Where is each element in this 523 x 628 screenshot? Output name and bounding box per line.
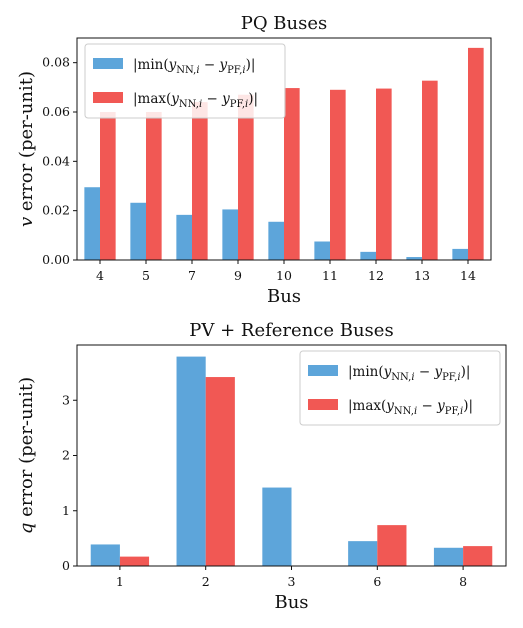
chart-0-legend: |min(yNN,i − yPF,i)| |max(yNN,i − yPF,i)|: [84, 43, 286, 119]
chart-1-ytick-label-1: 1: [62, 503, 70, 518]
chart-1-legend-box: [299, 350, 501, 426]
chart-0-bar-min-bus-11: [314, 241, 330, 260]
chart-1-bar-min-bus-1: [90, 544, 120, 566]
chart-1-bar-max-bus-8: [463, 546, 493, 566]
chart-0-ylabel: v error (per-unit): [16, 71, 37, 227]
chart-0-ytick-label-2: 0.04: [42, 153, 70, 168]
chart-0-xtick-label-13: 13: [414, 268, 430, 283]
chart-1-legend: |min(yNN,i − yPF,i)| |max(yNN,i − yPF,i)|: [299, 350, 501, 426]
legend-entry-max: |max(yNN,i − yPF,i)|: [308, 398, 473, 417]
legend-label-max: |max(yNN,i − yPF,i)|: [133, 91, 258, 110]
chart-1-bar-min-bus-2: [176, 356, 206, 566]
chart-1-ytick-label-0: 0: [62, 558, 70, 573]
chart-0-xtick-label-7: 7: [188, 268, 196, 283]
chart-0-bar-max-bus-4: [100, 112, 116, 260]
chart-0-bar-max-bus-14: [468, 47, 484, 261]
chart-0-ytick-label-4: 0.08: [42, 55, 70, 70]
chart-0-bar-min-bus-5: [130, 202, 146, 260]
chart-0-bar-max-bus-11: [330, 89, 346, 260]
pq-buses-chart: PQ Buses 0.00 0.02 0.04 0.06 0.08 4 5 7 9 10 11 12 13…: [16, 13, 492, 307]
chart-0-xtick-label-14: 14: [460, 268, 476, 283]
chart-1-ytick-label-3: 3: [62, 392, 70, 407]
chart-0-bar-min-bus-12: [360, 251, 376, 260]
pv-reference-buses-chart: PV + Reference Buses 0 1 2 3 1 2 3 6 8 Bus q error …: [16, 320, 507, 613]
chart-1-xtick-label-8: 8: [459, 574, 467, 589]
chart-1-bar-min-bus-6: [348, 541, 378, 566]
chart-0-xtick-label-4: 4: [96, 268, 104, 283]
chart-1-title: PV + Reference Buses: [189, 320, 393, 341]
chart-0-bar-max-bus-10: [284, 88, 300, 260]
chart-0-xtick-label-11: 11: [322, 268, 338, 283]
chart-0-bar-max-bus-5: [146, 112, 162, 260]
chart-0-bar-min-bus-13: [406, 257, 422, 260]
chart-1-bar-min-bus-8: [433, 547, 464, 566]
chart-1-xtick-label-1: 1: [116, 574, 124, 589]
chart-1-xtick-label-2: 2: [202, 574, 210, 589]
legend-swatch-max: [308, 399, 338, 410]
chart-0-bar-min-bus-10: [268, 221, 284, 260]
chart-1-bar-max-bus-2: [205, 377, 235, 566]
legend-label-min: |min(yNN,i − yPF,i)|: [133, 57, 255, 76]
chart-0-ytick-label-3: 0.06: [42, 104, 70, 119]
chart-0-xtick-label-5: 5: [142, 268, 150, 283]
chart-0-title: PQ Buses: [241, 13, 328, 34]
chart-0-bar-min-bus-7: [176, 214, 192, 260]
chart-1-xtick-label-3: 3: [288, 574, 296, 589]
chart-1-ylabel: q error (per-unit): [16, 377, 37, 534]
chart-0-bar-min-bus-9: [222, 209, 238, 260]
chart-1-bar-min-bus-3: [262, 487, 292, 566]
legend-swatch-max: [93, 92, 123, 103]
legend-swatch-min: [308, 365, 338, 376]
legend-entry-max: |max(yNN,i − yPF,i)|: [93, 91, 258, 110]
chart-0-bar-max-bus-13: [422, 80, 438, 260]
chart-0-bar-min-bus-14: [452, 248, 468, 260]
chart-0-xtick-label-12: 12: [368, 268, 384, 283]
chart-1-bar-max-bus-6: [377, 525, 407, 566]
chart-0-legend-box: [84, 43, 286, 119]
chart-1-xlabel: Bus: [274, 592, 308, 613]
chart-0-bar-max-bus-9: [238, 94, 254, 260]
chart-1-bar-max-bus-1: [119, 556, 150, 566]
legend-swatch-min: [93, 58, 123, 69]
chart-0-ytick-label-1: 0.02: [42, 203, 70, 218]
legend-entry-min: |min(yNN,i − yPF,i)|: [93, 57, 255, 76]
chart-0-ytick-label-0: 0.00: [42, 252, 70, 267]
chart-1-ytick-label-2: 2: [62, 448, 70, 463]
chart-0-bar-max-bus-7: [192, 102, 208, 260]
chart-0-bar-max-bus-12: [376, 88, 392, 260]
legend-label-max: |max(yNN,i − yPF,i)|: [348, 398, 473, 417]
legend-entry-min: |min(yNN,i − yPF,i)|: [308, 364, 470, 383]
chart-1-xtick-label-6: 6: [373, 574, 381, 589]
chart-0-xtick-label-9: 9: [234, 268, 242, 283]
legend-label-min: |min(yNN,i − yPF,i)|: [348, 364, 470, 383]
chart-0-xlabel: Bus: [267, 286, 301, 307]
chart-0-bar-min-bus-4: [84, 187, 100, 260]
chart-0-xtick-label-10: 10: [276, 268, 292, 283]
